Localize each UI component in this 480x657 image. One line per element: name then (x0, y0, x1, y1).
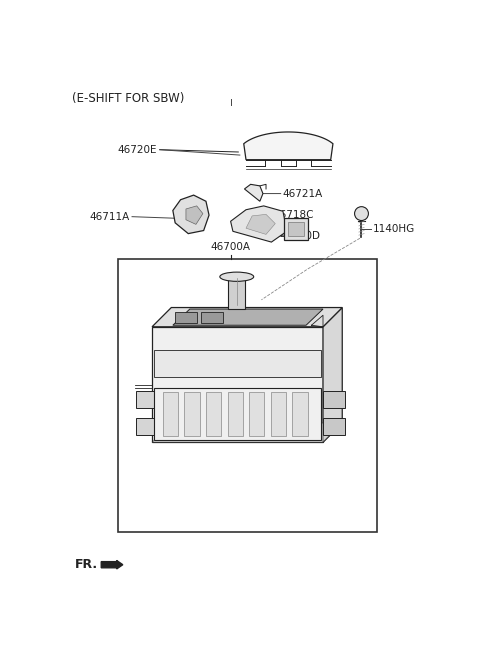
Bar (163, 392, 178, 436)
Bar (201, 312, 223, 323)
Bar (228, 392, 243, 436)
Polygon shape (323, 307, 342, 442)
Polygon shape (186, 206, 203, 225)
Bar (271, 392, 286, 436)
Text: (E-SHIFT FOR SBW): (E-SHIFT FOR SBW) (72, 92, 184, 105)
Bar (284, 218, 308, 240)
Ellipse shape (355, 207, 369, 221)
Ellipse shape (220, 272, 254, 281)
Polygon shape (228, 277, 245, 309)
Bar (154, 388, 322, 440)
Text: 46711A: 46711A (89, 212, 130, 221)
FancyArrow shape (101, 560, 123, 569)
Bar (323, 391, 345, 407)
Polygon shape (230, 206, 287, 242)
Bar (175, 312, 197, 323)
Polygon shape (173, 195, 209, 234)
Text: FR.: FR. (75, 558, 98, 571)
Bar (136, 391, 155, 407)
Polygon shape (173, 309, 323, 325)
Bar (154, 350, 322, 377)
Polygon shape (246, 214, 275, 235)
Bar (323, 418, 345, 434)
Text: 1140HG: 1140HG (373, 224, 415, 234)
Polygon shape (244, 185, 263, 201)
Text: 46700A: 46700A (211, 242, 251, 252)
Bar (288, 222, 304, 236)
Bar (184, 392, 200, 436)
Polygon shape (152, 307, 342, 327)
Text: 46720E: 46720E (117, 145, 156, 154)
Text: 46721A: 46721A (282, 189, 323, 198)
Bar (118, 259, 377, 532)
Bar (206, 392, 221, 436)
Polygon shape (244, 132, 333, 160)
Bar (249, 392, 264, 436)
Polygon shape (152, 327, 323, 442)
Polygon shape (152, 423, 342, 442)
Text: 46780D: 46780D (280, 231, 321, 241)
Text: 46718C: 46718C (273, 210, 313, 220)
Bar (292, 392, 308, 436)
Bar (136, 418, 155, 434)
